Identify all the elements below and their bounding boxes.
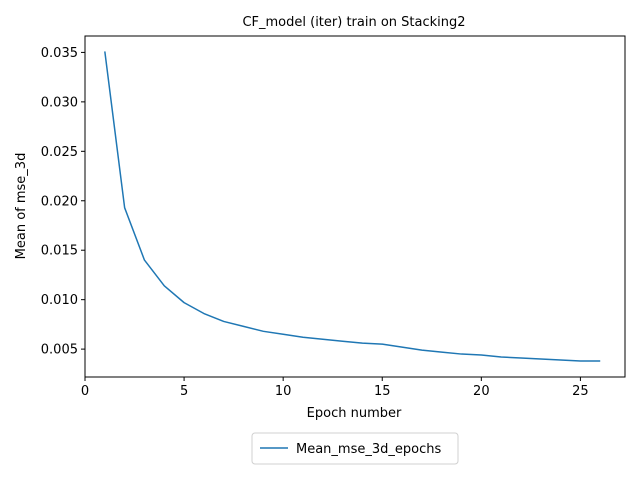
x-axis-label: Epoch number [307,406,402,421]
x-tick-label: 25 [572,384,589,399]
y-tick-label: 0.020 [41,194,78,209]
y-tick-label: 0.025 [41,145,78,160]
legend-frame [251,432,459,465]
series-layer [104,51,601,362]
series-line [104,51,601,362]
y-tick-label: 0.035 [41,46,78,61]
y-tick-label: 0.010 [41,293,78,308]
plot-frame [84,35,626,378]
y-axis-ticks: 0.005 0.010 0.015 0.020 0.025 0.030 0.035 [41,46,85,358]
y-axis-label: Mean of mse_3d [14,153,29,260]
legend: Mean_mse_3d_epochs [251,432,459,465]
chart-title: CF_model (iter) train on Stacking2 [242,15,465,30]
x-tick-label: 15 [374,384,391,399]
x-tick-label: 5 [180,384,188,399]
y-tick-label: 0.030 [41,95,78,110]
y-tick-label: 0.015 [41,244,78,259]
x-tick-label: 20 [473,384,490,399]
x-tick-label: 10 [275,384,292,399]
x-tick-label: 0 [81,384,89,399]
y-tick-label: 0.005 [41,343,78,358]
legend-entry-label: Mean_mse_3d_epochs [296,442,441,457]
x-axis-ticks: 0 5 10 15 20 25 [81,377,589,399]
